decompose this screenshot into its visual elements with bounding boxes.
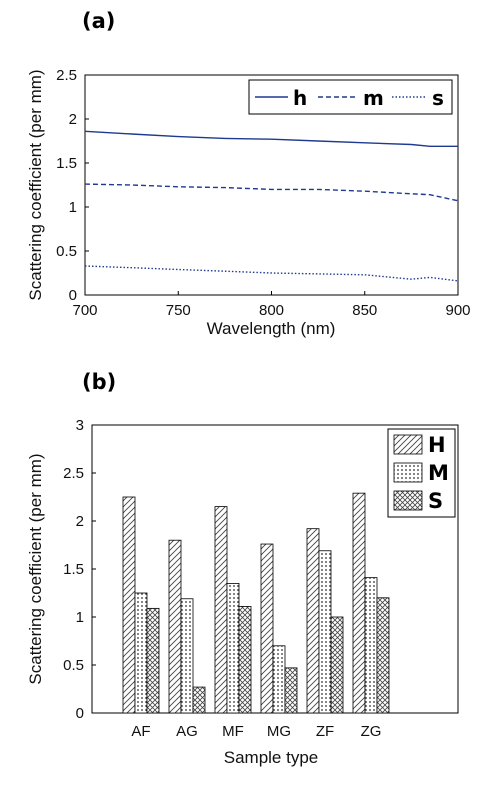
bar-AF-S xyxy=(146,607,160,714)
series-line-s xyxy=(84,265,459,282)
x-tick-label-b: MG xyxy=(267,723,291,740)
series-lines-a xyxy=(84,130,459,282)
y-tick-label-b: 0 xyxy=(76,705,84,722)
bar-MF-S xyxy=(238,606,252,714)
chart-b: (b) 0 0.5 1 1.5 2 2.5 3 AF AG MF MG ZF ZG Sample typ… xyxy=(26,370,459,767)
bar-ZF-M xyxy=(318,550,332,714)
y-tick-label-b: 1.5 xyxy=(63,561,84,578)
bar-AG-H xyxy=(168,539,182,714)
x-tick-label-b: AG xyxy=(176,723,198,740)
x-tick-label-a: 850 xyxy=(352,302,377,319)
legend-label-S: S xyxy=(428,489,443,513)
x-tick-label-b: ZF xyxy=(316,723,334,740)
y-tick-label-b: 2.5 xyxy=(63,465,84,482)
panel-label-b: (b) xyxy=(82,370,116,394)
x-tick-label-a: 800 xyxy=(259,302,284,319)
bar-MF-M xyxy=(226,583,240,714)
bar-ZG-S xyxy=(376,597,390,714)
bar-MF-H xyxy=(214,506,228,714)
bar-AG-S xyxy=(192,686,206,714)
x-tick-label-b: ZG xyxy=(361,723,382,740)
bar-ZF-S xyxy=(330,616,344,714)
axis-ticks-a: 700 750 800 850 900 0 0.5 1 1.5 2 2.5 xyxy=(56,67,470,319)
legend-label-m: m xyxy=(363,86,384,110)
legend-swatch-S xyxy=(393,490,423,511)
y-tick-label-a: 0 xyxy=(69,287,77,304)
x-tick-label-b: MF xyxy=(222,723,244,740)
series-line-h xyxy=(84,130,458,148)
bar-ZF-H xyxy=(306,528,320,714)
bar-MG-M xyxy=(272,645,286,714)
legend-label-s: s xyxy=(432,86,444,110)
y-tick-label-a: 1.5 xyxy=(56,155,77,172)
series-line-m xyxy=(84,183,459,202)
chart-a: (a) 700 750 800 850 900 0 0.5 1 1.5 2 2.5 Waveleng… xyxy=(26,9,471,338)
legend-a: h m s xyxy=(248,79,453,115)
x-tick-label-a: 900 xyxy=(445,302,470,319)
x-tick-label-b: AF xyxy=(131,723,150,740)
x-tick-label-a: 750 xyxy=(166,302,191,319)
legend-b: H M S xyxy=(387,428,456,518)
y-axis-label-b: Scattering coefficient (per mm) xyxy=(26,453,45,684)
bar-MG-S xyxy=(284,667,298,714)
legend-label-H: H xyxy=(428,433,446,457)
y-tick-label-a: 2.5 xyxy=(56,67,77,84)
bar-MG-H xyxy=(260,543,274,714)
y-tick-label-b: 2 xyxy=(76,513,84,530)
bar-AF-M xyxy=(134,592,148,714)
x-axis-label-a: Wavelength (nm) xyxy=(207,319,336,338)
bar-ZG-M xyxy=(364,577,378,714)
y-tick-label-a: 1 xyxy=(69,199,77,216)
y-axis-label-a: Scattering coefficient (per mm) xyxy=(26,69,45,300)
bar-AF-H xyxy=(122,496,136,714)
y-tick-label-b: 1 xyxy=(76,609,84,626)
y-tick-label-b: 0.5 xyxy=(63,657,84,674)
legend-swatch-M xyxy=(393,462,423,483)
bar-ZG-H xyxy=(352,492,366,714)
y-tick-label-b: 3 xyxy=(76,417,84,434)
bars-b xyxy=(122,492,390,714)
axis-ticks-b: 0 0.5 1 1.5 2 2.5 3 AF AG MF MG ZF ZG xyxy=(63,417,381,740)
bar-AG-M xyxy=(180,598,194,714)
x-tick-label-a: 700 xyxy=(72,302,97,319)
legend-label-h: h xyxy=(293,86,307,110)
legend-swatch-H xyxy=(393,434,423,455)
panel-label-a: (a) xyxy=(82,9,115,33)
y-tick-label-a: 2 xyxy=(69,111,77,128)
x-axis-label-b: Sample type xyxy=(224,748,319,767)
legend-label-M: M xyxy=(428,461,449,485)
y-tick-label-a: 0.5 xyxy=(56,243,77,260)
